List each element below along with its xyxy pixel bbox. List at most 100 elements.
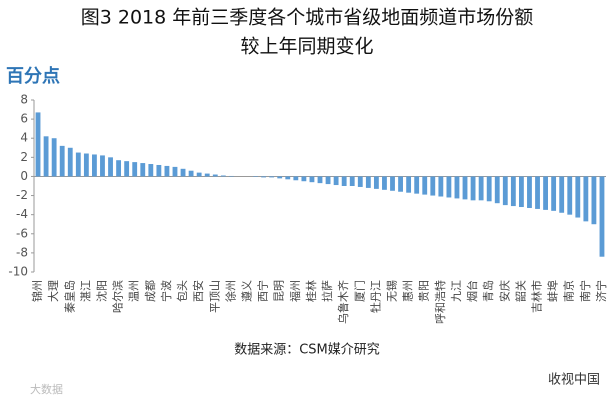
x-tick-label: 平顶山 (208, 280, 221, 313)
bar (132, 162, 138, 177)
y-tick-label: 6 (20, 112, 28, 126)
x-tick-label: 贵阳 (418, 280, 431, 302)
bar (559, 176, 565, 213)
bar (140, 163, 146, 177)
bar (510, 176, 516, 207)
bar (277, 176, 283, 179)
y-tick-label: 0 (20, 169, 28, 183)
bar (212, 174, 218, 177)
bar (390, 176, 395, 191)
x-tick-label: 福州 (288, 280, 302, 302)
bar (75, 152, 81, 177)
bar (470, 176, 476, 201)
bar (285, 176, 291, 180)
y-tick-label: 4 (20, 131, 28, 145)
bar (502, 176, 508, 206)
x-tick-label: 锦州 (30, 280, 44, 302)
bar (83, 153, 89, 177)
bar (67, 147, 73, 177)
x-tick-label: 西安 (191, 280, 205, 302)
x-tick-label: 大理 (46, 280, 60, 302)
bar (172, 166, 178, 177)
bar (382, 176, 387, 190)
bar (478, 176, 484, 201)
watermark: 大数据 (30, 382, 63, 396)
x-tick-label: 厦门 (352, 280, 366, 302)
y-tick-label: 2 (20, 150, 28, 164)
bar (92, 154, 97, 177)
bar (220, 175, 226, 177)
x-tick-label: 成都 (144, 280, 157, 302)
bar (422, 176, 428, 195)
bar (43, 136, 49, 177)
x-tick-label: 惠州 (401, 280, 415, 302)
bar (59, 145, 65, 177)
x-tick-label: 青岛 (481, 280, 495, 302)
bar (446, 176, 452, 198)
x-tick-label: 遵义 (239, 280, 253, 302)
x-tick-label: 哈尔滨 (111, 280, 125, 313)
bar (261, 176, 267, 178)
bar (591, 176, 597, 225)
x-tick-label: 拉萨 (320, 280, 334, 302)
bar (535, 176, 540, 209)
x-tick-label: 呼和浩特 (433, 280, 447, 324)
bar (196, 172, 202, 177)
bar (35, 112, 41, 177)
bar (494, 176, 500, 204)
bar (317, 176, 323, 184)
x-tick-label: 包头 (176, 280, 189, 302)
y-tick-label: -2 (16, 188, 28, 202)
x-tick-label: 湛江 (79, 280, 92, 302)
x-tick-label: 无锡 (385, 280, 399, 302)
x-tick-label: 吉林市 (530, 280, 544, 313)
x-tick-label: 温州 (128, 280, 141, 302)
bar (543, 176, 548, 210)
bar (269, 176, 275, 178)
x-tick-label: 宁波 (159, 280, 173, 302)
x-tick-label: 韶关 (513, 280, 527, 302)
x-tick-label: 蚌埠 (546, 280, 560, 302)
x-tick-label: 济宁 (594, 280, 608, 302)
bar (108, 157, 113, 177)
bar (454, 176, 460, 199)
y-tick-label: -6 (16, 226, 28, 240)
x-tick-label: 南京 (562, 280, 576, 302)
bar (373, 176, 379, 189)
y-tick-label: -10 (8, 265, 28, 279)
bar (349, 176, 355, 186)
bar (583, 176, 589, 222)
bar (51, 138, 57, 177)
x-tick-label: 烟台 (465, 280, 479, 302)
bar (333, 176, 339, 186)
x-tick-label: 秦皇岛 (62, 280, 76, 313)
x-tick-label: 九江 (450, 280, 463, 302)
x-tick-label: 桂林 (304, 280, 318, 302)
x-tick-label: 牡丹江 (368, 280, 382, 313)
bar (180, 168, 186, 177)
bar (430, 176, 436, 196)
x-tick-label: 徐州 (223, 280, 237, 302)
y-axis-label: 百分点 (6, 65, 60, 87)
bar (309, 176, 315, 183)
x-tick-label: 西宁 (256, 280, 270, 302)
bar (100, 155, 105, 177)
bar (567, 176, 573, 215)
bar (398, 176, 403, 192)
bar (164, 165, 170, 177)
bar (406, 176, 412, 193)
bar (462, 176, 468, 200)
bar (599, 176, 605, 257)
bar (325, 176, 331, 185)
source: 数据来源：CSM媒介研究 (234, 343, 380, 358)
bar (357, 176, 363, 187)
bar (486, 176, 492, 202)
x-tick-label: 昆明 (273, 280, 286, 302)
bar (148, 164, 154, 177)
bar (438, 176, 444, 197)
x-tick-label: 南宁 (578, 280, 592, 302)
x-tick-label: 乌鲁木齐 (336, 280, 350, 324)
bar (341, 176, 347, 186)
bar (188, 170, 194, 177)
